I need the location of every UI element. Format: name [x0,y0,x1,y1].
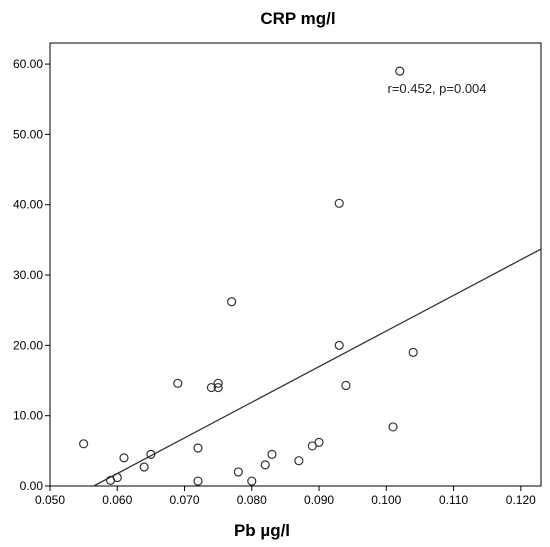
data-point [334,198,344,208]
x-tick-label: 0.080 [237,493,267,507]
y-tick-label: 50.00 [13,127,43,141]
x-axis: 0.050 0.060 0.070 0.080 0.090 0.100 0.110 0.120 [35,486,536,507]
data-points [79,66,418,486]
data-point [213,382,223,393]
data-point [408,347,418,357]
regression-line [93,248,542,487]
data-point [206,382,217,393]
data-point [341,380,351,391]
data-point [119,453,129,463]
y-tick-label: 60.00 [13,57,43,71]
x-axis-label: Pb µg/l [234,521,290,540]
data-point [146,449,156,459]
y-tick-label: 0.00 [20,479,44,493]
data-point [247,476,257,486]
plot-frame [49,42,542,487]
plot-area [49,42,542,487]
data-point [233,467,243,477]
data-point [260,460,270,470]
data-point [334,340,344,350]
fit-line-group [93,248,542,487]
x-tick-label: 0.110 [439,493,468,507]
data-point [79,439,89,449]
x-tick-label: 0.090 [304,493,334,507]
data-point [173,378,183,388]
data-point [388,422,398,432]
y-tick-label: 30.00 [13,268,43,282]
x-tick-label: 0.060 [102,493,132,507]
data-point [314,437,324,448]
data-point [294,456,304,466]
x-tick-label: 0.100 [371,493,401,507]
data-point [213,378,223,388]
data-point [227,297,237,307]
x-tick-label: 0.070 [170,493,200,507]
data-point [193,476,203,486]
y-tick-label: 20.00 [13,338,43,352]
y-axis: 0.00 10.00 20.00 30.00 40.00 50.00 60.00 [13,57,50,493]
y-tick-label: 10.00 [13,409,43,423]
x-tick-label: 0.120 [506,493,536,507]
data-point [139,462,149,472]
data-point [193,443,203,453]
data-point [267,449,277,459]
data-point [395,66,405,76]
chart-title: CRP mg/l [260,9,335,28]
correlation-annotation: r=0.452, p=0.004 [387,81,486,96]
y-tick-label: 40.00 [13,198,43,212]
x-tick-label: 0.050 [35,493,65,507]
data-point [112,472,122,483]
